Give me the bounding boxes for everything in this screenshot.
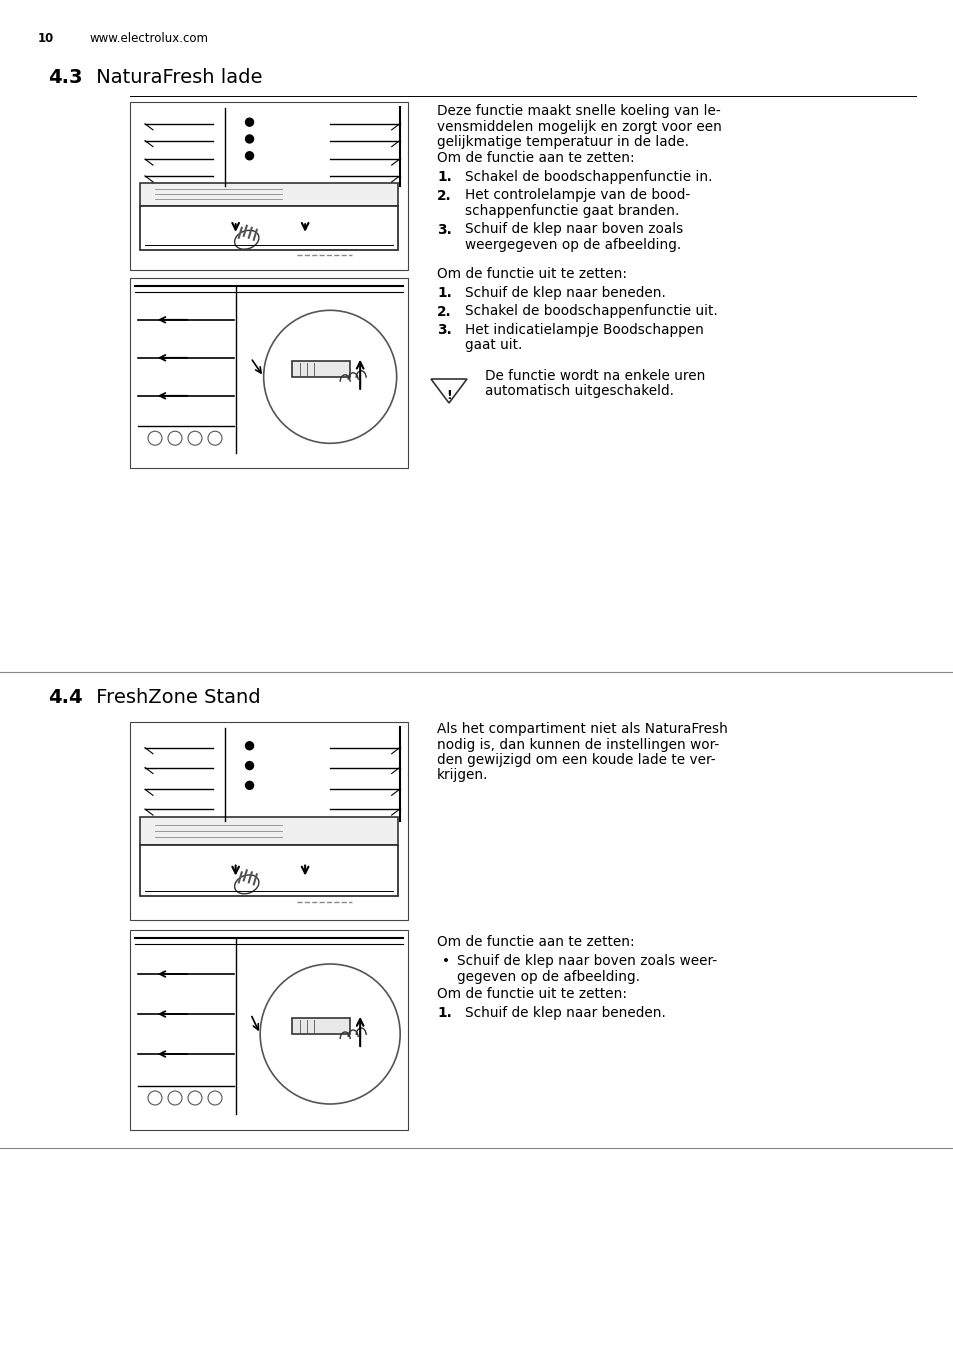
Text: gaat uit.: gaat uit. — [464, 338, 522, 353]
Polygon shape — [431, 379, 467, 403]
Circle shape — [245, 135, 253, 143]
Circle shape — [245, 151, 253, 160]
Text: 1.: 1. — [436, 287, 452, 300]
Text: De functie wordt na enkele uren: De functie wordt na enkele uren — [484, 369, 704, 383]
Circle shape — [168, 1091, 182, 1105]
Bar — [140, 183, 397, 206]
Circle shape — [263, 311, 396, 443]
Text: NaturaFresh lade: NaturaFresh lade — [90, 68, 262, 87]
Text: !: ! — [446, 389, 452, 402]
Circle shape — [188, 1091, 202, 1105]
Circle shape — [208, 1091, 222, 1105]
Text: 3.: 3. — [436, 223, 452, 237]
Circle shape — [168, 431, 182, 445]
Text: Schakel de boodschappenfunctie uit.: Schakel de boodschappenfunctie uit. — [464, 304, 717, 319]
Bar — [140, 206, 397, 250]
Text: 2.: 2. — [436, 304, 451, 319]
Circle shape — [245, 118, 253, 126]
Text: Schuif de klep naar beneden.: Schuif de klep naar beneden. — [464, 1006, 665, 1019]
Circle shape — [148, 431, 162, 445]
Ellipse shape — [234, 230, 258, 249]
Text: Om de functie uit te zetten:: Om de functie uit te zetten: — [436, 266, 626, 280]
Text: den gewijzigd om een koude lade te ver-: den gewijzigd om een koude lade te ver- — [436, 753, 715, 767]
Circle shape — [245, 742, 253, 750]
Bar — [130, 101, 408, 270]
Text: 4.3: 4.3 — [48, 68, 82, 87]
Bar — [140, 817, 397, 845]
Circle shape — [245, 761, 253, 769]
Text: 4.4: 4.4 — [48, 688, 83, 707]
Text: automatisch uitgeschakeld.: automatisch uitgeschakeld. — [484, 384, 673, 399]
Text: 2.: 2. — [436, 188, 451, 203]
Bar — [130, 930, 408, 1130]
Text: 1.: 1. — [436, 170, 452, 184]
Text: FreshZone Stand: FreshZone Stand — [90, 688, 260, 707]
Text: Deze functie maakt snelle koeling van le-: Deze functie maakt snelle koeling van le… — [436, 104, 720, 118]
Text: Om de functie aan te zetten:: Om de functie aan te zetten: — [436, 150, 634, 165]
Text: www.electrolux.com: www.electrolux.com — [90, 32, 209, 45]
Text: krijgen.: krijgen. — [436, 768, 488, 783]
Ellipse shape — [234, 875, 258, 894]
Text: schappenfunctie gaat branden.: schappenfunctie gaat branden. — [464, 204, 679, 218]
Text: nodig is, dan kunnen de instellingen wor-: nodig is, dan kunnen de instellingen wor… — [436, 737, 719, 752]
Bar — [292, 1018, 350, 1034]
Text: 1.: 1. — [436, 1006, 452, 1019]
Text: Schakel de boodschappenfunctie in.: Schakel de boodschappenfunctie in. — [464, 170, 712, 184]
Bar — [130, 722, 408, 919]
Text: gelijkmatige temperatuur in de lade.: gelijkmatige temperatuur in de lade. — [436, 135, 688, 149]
Text: Schuif de klep naar boven zoals weer-: Schuif de klep naar boven zoals weer- — [456, 955, 717, 968]
Bar — [292, 361, 350, 377]
Circle shape — [260, 964, 399, 1105]
Text: weergegeven op de afbeelding.: weergegeven op de afbeelding. — [464, 238, 680, 251]
Bar — [130, 279, 408, 468]
Text: Het indicatielampje Boodschappen: Het indicatielampje Boodschappen — [464, 323, 703, 337]
Text: gegeven op de afbeelding.: gegeven op de afbeelding. — [456, 969, 639, 984]
Text: Het controlelampje van de bood-: Het controlelampje van de bood- — [464, 188, 690, 203]
Circle shape — [245, 781, 253, 790]
Circle shape — [188, 431, 202, 445]
Text: 3.: 3. — [436, 323, 452, 337]
Text: 10: 10 — [38, 32, 54, 45]
Text: Schuif de klep naar beneden.: Schuif de klep naar beneden. — [464, 287, 665, 300]
Text: Om de functie aan te zetten:: Om de functie aan te zetten: — [436, 936, 634, 949]
Text: Om de functie uit te zetten:: Om de functie uit te zetten: — [436, 987, 626, 1002]
Text: vensmiddelen mogelijk en zorgt voor een: vensmiddelen mogelijk en zorgt voor een — [436, 119, 721, 134]
Circle shape — [208, 431, 222, 445]
Bar — [140, 845, 397, 896]
Circle shape — [148, 1091, 162, 1105]
Text: Schuif de klep naar boven zoals: Schuif de klep naar boven zoals — [464, 223, 682, 237]
Text: •: • — [441, 955, 450, 968]
Text: Als het compartiment niet als NaturaFresh: Als het compartiment niet als NaturaFres… — [436, 722, 727, 735]
